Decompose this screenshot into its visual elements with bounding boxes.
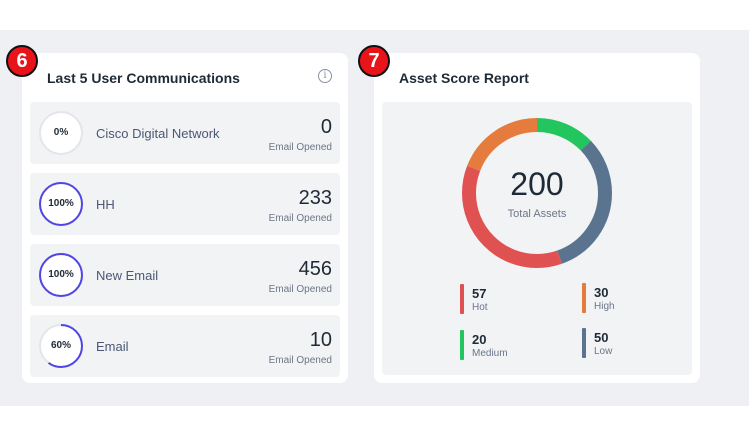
- legend-color-bar: [582, 328, 586, 358]
- legend-value: 20: [472, 332, 487, 347]
- donut-slice-high[interactable]: [462, 118, 612, 268]
- communication-row[interactable]: 100% New Email 456 Email Opened: [30, 244, 340, 306]
- communication-name: Email: [96, 339, 129, 354]
- email-opened-label: Email Opened: [268, 142, 332, 153]
- email-opened-label: Email Opened: [268, 355, 332, 366]
- email-opened-count: 0: [320, 116, 332, 138]
- card-title: Asset Score Report: [399, 70, 529, 86]
- donut-slice-low[interactable]: [462, 118, 612, 268]
- communication-row[interactable]: 0% Cisco Digital Network 0 Email Opened: [30, 102, 340, 164]
- legend-color-bar: [582, 283, 586, 313]
- email-opened-label: Email Opened: [268, 213, 332, 224]
- total-assets-value: 200: [510, 166, 564, 202]
- progress-percent: 100%: [48, 269, 74, 280]
- card-title: Last 5 User Communications: [47, 70, 240, 86]
- legend-hot: 57 Hot: [460, 284, 570, 314]
- progress-percent: 100%: [48, 198, 74, 209]
- communication-row[interactable]: 100% HH 233 Email Opened: [30, 173, 340, 235]
- info-icon[interactable]: i: [318, 69, 332, 83]
- communication-row[interactable]: 60% Email 10 Email Opened: [30, 315, 340, 377]
- email-opened-count: 233: [298, 187, 332, 209]
- legend-value: 57: [472, 286, 487, 301]
- progress-percent: 0%: [53, 127, 69, 138]
- legend-label: Low: [594, 346, 613, 357]
- asset-score-panel: 200 Total Assets 57 Hot 30 High 20 Mediu…: [382, 102, 692, 375]
- email-opened-count: 456: [298, 258, 332, 280]
- legend-medium: 20 Medium: [460, 330, 570, 360]
- user-communications-card: Last 5 User Communications i 0% Cisco Dig…: [22, 53, 348, 383]
- progress-ring: [39, 111, 83, 155]
- legend-label: Medium: [472, 348, 508, 359]
- communication-name: Cisco Digital Network: [96, 126, 220, 141]
- legend-color-bar: [460, 284, 464, 314]
- communications-list: 0% Cisco Digital Network 0 Email Opened 100%…: [30, 102, 340, 386]
- step-badge-7: 7: [358, 45, 390, 77]
- legend-high: 30 High: [582, 283, 692, 313]
- legend-value: 50: [594, 330, 609, 345]
- legend-label: High: [594, 301, 615, 312]
- legend-value: 30: [594, 285, 609, 300]
- progress-percent: 60%: [50, 340, 71, 351]
- legend-low: 50 Low: [582, 328, 692, 358]
- progress-ring: [39, 182, 83, 226]
- communication-name: New Email: [96, 268, 159, 283]
- asset-score-card: Asset Score Report 200 Total Assets 57 H…: [374, 53, 700, 383]
- email-opened-count: 10: [309, 329, 332, 351]
- email-opened-label: Email Opened: [268, 284, 332, 295]
- donut-slice-hot[interactable]: [462, 118, 612, 268]
- total-assets-label: Total Assets: [507, 208, 567, 220]
- legend-color-bar: [460, 330, 464, 360]
- asset-donut-chart: [462, 118, 612, 268]
- legend-label: Hot: [472, 302, 488, 313]
- communication-name: HH: [96, 197, 115, 212]
- progress-ring: [39, 253, 83, 297]
- step-badge-6: 6: [6, 45, 38, 77]
- progress-ring: [39, 324, 83, 368]
